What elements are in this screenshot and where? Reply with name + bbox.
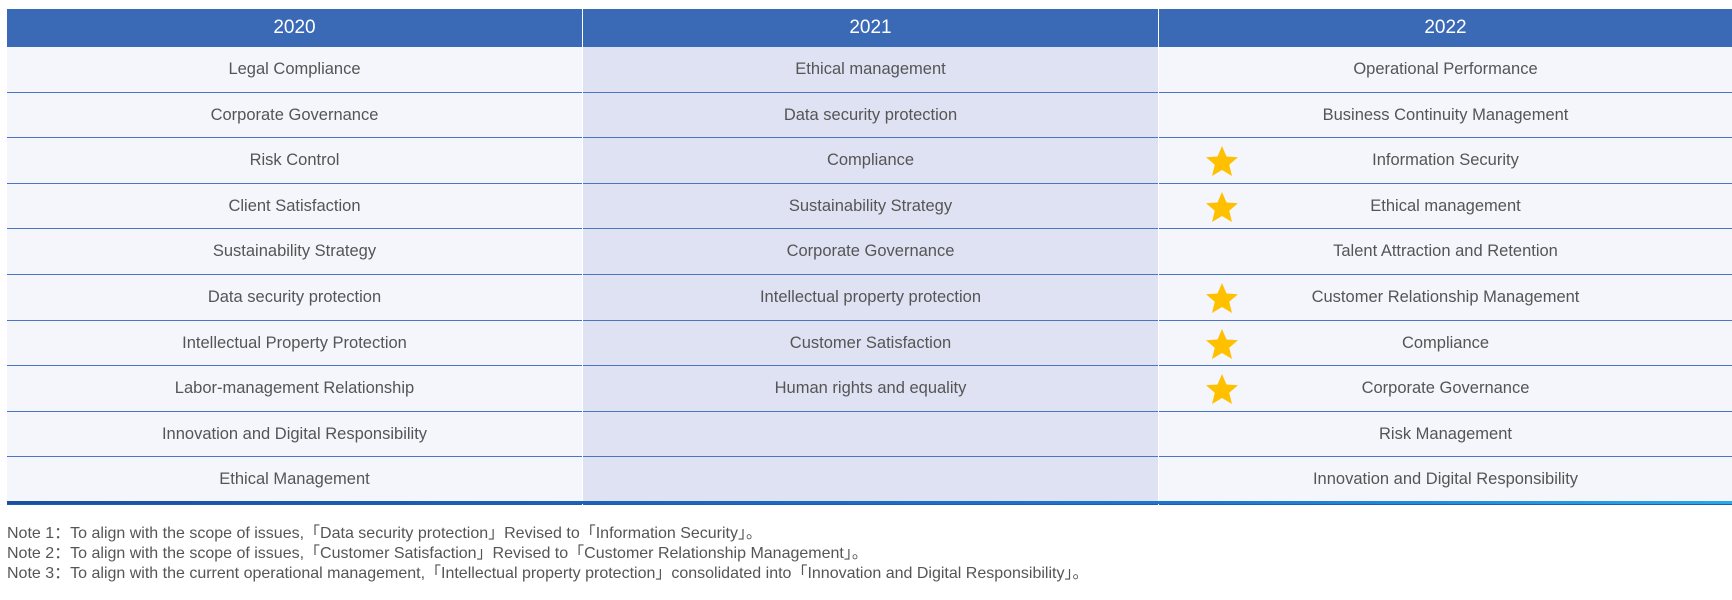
notes: Note 1：To align with the scope of issues… xyxy=(7,524,1089,584)
table-cell: Corporate Governance xyxy=(1159,366,1732,412)
table-cell: Human rights and equality xyxy=(583,366,1158,412)
column-header: 2021 xyxy=(583,9,1158,47)
table-cell: Intellectual property protection xyxy=(583,274,1158,321)
table-cell: Corporate Governance xyxy=(583,229,1158,275)
table-cell: Sustainability Strategy xyxy=(7,229,582,275)
star-icon xyxy=(1206,374,1238,405)
table-cell-empty xyxy=(583,411,1158,458)
table-cell: Risk Control xyxy=(7,138,582,184)
note: Note 3：To align with the current operati… xyxy=(7,565,1089,582)
column-header: 2022 xyxy=(1159,9,1732,47)
table-cell: Compliance xyxy=(583,138,1158,184)
table-cell: Intellectual Property Protection xyxy=(7,320,582,367)
table-cell: Compliance xyxy=(1159,320,1732,367)
table-cell: Customer Relationship Management xyxy=(1159,274,1732,321)
star-icon xyxy=(1206,146,1238,177)
table-cell: Talent Attraction and Retention xyxy=(1159,229,1732,275)
table-cell: Corporate Governance xyxy=(7,92,582,139)
table-cell: Client Satisfaction xyxy=(7,183,582,230)
table-cell: Innovation and Digital Responsibility xyxy=(7,411,582,458)
star-icon xyxy=(1206,328,1238,359)
table-cell: Sustainability Strategy xyxy=(583,183,1158,230)
note: Note 2：To align with the scope of issues… xyxy=(7,545,868,562)
table-cell: Data security protection xyxy=(583,92,1158,139)
table-cell: Legal Compliance xyxy=(7,47,582,93)
topics-table: 2020 2021 2022 Legal Compliance Ethical mana… xyxy=(7,9,1732,505)
table-cell: Ethical Management xyxy=(7,457,582,505)
table-cell-empty xyxy=(583,457,1158,505)
table-cell: Innovation and Digital Responsibility xyxy=(1159,457,1732,505)
column-header: 2020 xyxy=(7,9,582,47)
table-cell: Ethical management xyxy=(583,47,1158,93)
star-icon xyxy=(1206,191,1238,222)
table-cell: Business Continuity Management xyxy=(1159,92,1732,139)
table-cell: Labor-management Relationship xyxy=(7,366,582,412)
table-cell: Risk Management xyxy=(1159,411,1732,458)
table-bottom-rule xyxy=(7,501,1732,504)
star-icon xyxy=(1206,282,1238,313)
table-cell: Information Security xyxy=(1159,138,1732,184)
note: Note 1：To align with the scope of issues… xyxy=(7,525,763,542)
table-cell: Customer Satisfaction xyxy=(583,320,1158,367)
table-cell: Operational Performance xyxy=(1159,47,1732,93)
table-cell: Ethical management xyxy=(1159,183,1732,230)
table-cell: Data security protection xyxy=(7,274,582,321)
